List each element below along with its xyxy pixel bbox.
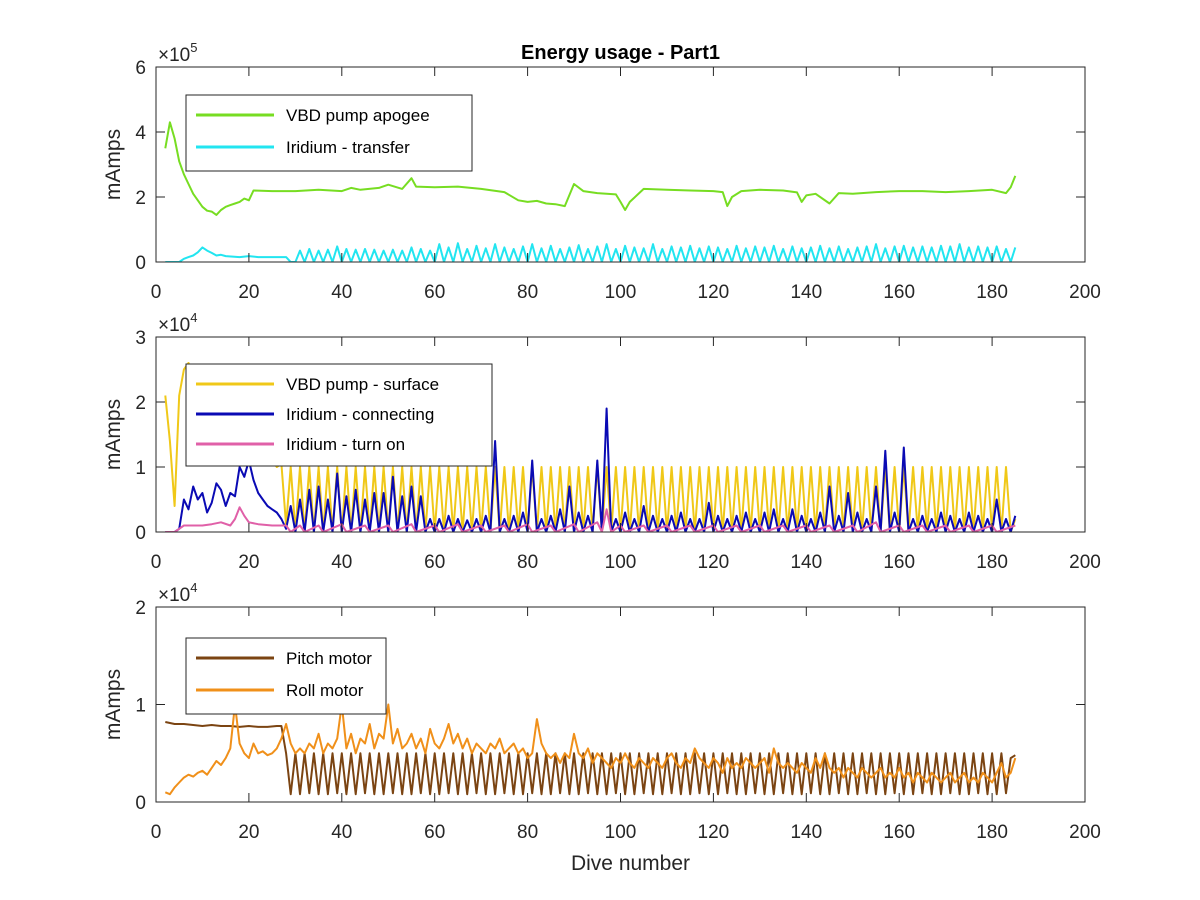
x-tick-label: 80 (517, 282, 538, 303)
x-tick-label: 180 (976, 282, 1008, 303)
legend-box (185, 94, 473, 172)
x-tick-label: 0 (151, 282, 162, 303)
x-tick-label: 180 (976, 822, 1008, 843)
legend: Pitch motor Roll motor (185, 637, 387, 715)
x-tick-label: 120 (698, 552, 730, 573)
y-exponent-label: ×104 (158, 310, 197, 336)
y-axis-label: mAmps (102, 129, 125, 200)
y-tick-label: 0 (135, 253, 146, 274)
x-tick-label: 100 (605, 282, 637, 303)
x-tick-label: 140 (790, 822, 822, 843)
y-tick-label: 2 (135, 188, 146, 209)
x-tick-label: 200 (1069, 552, 1101, 573)
x-tick-label: 100 (605, 822, 637, 843)
legend-label: Iridium - connecting (286, 405, 434, 424)
series-line-1 (164, 121, 1017, 216)
subplot-3: 0 20 40 60 80 100 120 140 160 180 200 0 1 2 ×104 mAmps D… (102, 580, 1101, 875)
series-line-1 (164, 362, 1017, 532)
x-tick-label: 160 (883, 552, 915, 573)
series-lines (164, 703, 1017, 796)
x-tick-label: 60 (424, 552, 445, 573)
x-tick-label: 80 (517, 822, 538, 843)
x-tick-label: 140 (790, 282, 822, 303)
x-tick-label: 120 (698, 282, 730, 303)
series-line-2 (164, 703, 1017, 796)
y-tick-label: 3 (135, 328, 146, 349)
x-tick-label: 40 (331, 552, 352, 573)
x-tick-label: 60 (424, 282, 445, 303)
y-tick-label: 0 (135, 523, 146, 544)
legend-label: Roll motor (286, 681, 364, 700)
y-tick-label: 2 (135, 598, 146, 619)
legend-label: VBD pump - surface (286, 375, 439, 394)
x-axis-label: Dive number (571, 852, 690, 875)
x-tick-label: 20 (238, 282, 259, 303)
legend-label: Iridium - transfer (286, 138, 410, 157)
y-tick-label: 4 (135, 123, 146, 144)
series-line-2 (165, 407, 1017, 532)
y-tick-label: 1 (135, 458, 146, 479)
legend-label: Pitch motor (286, 649, 372, 668)
y-exponent-label: ×104 (158, 580, 197, 606)
x-tick-label: 20 (238, 552, 259, 573)
x-tick-label: 60 (424, 822, 445, 843)
legend-label: Iridium - turn on (286, 435, 405, 454)
y-tick-label: 2 (135, 393, 146, 414)
x-tick-label: 180 (976, 552, 1008, 573)
legend-label: VBD pump apogee (286, 106, 430, 125)
legend-box (185, 363, 493, 467)
legend-box (185, 637, 387, 715)
series-line-3 (165, 506, 1016, 532)
x-tick-label: 20 (238, 822, 259, 843)
x-tick-label: 200 (1069, 822, 1101, 843)
y-exponent-label: ×105 (158, 40, 197, 66)
x-tick-label: 160 (883, 822, 915, 843)
series-lines (164, 362, 1017, 532)
legend: VBD pump apogee Iridium - transfer (185, 94, 473, 172)
y-tick-label: 6 (135, 58, 146, 79)
x-tick-label: 140 (790, 552, 822, 573)
series-lines (164, 121, 1017, 262)
y-tick-label: 1 (135, 696, 146, 717)
y-tick-label: 0 (135, 793, 146, 814)
x-tick-label: 200 (1069, 282, 1101, 303)
x-tick-label: 80 (517, 552, 538, 573)
y-axis-label: mAmps (102, 669, 125, 740)
subplot-1: 0 20 40 60 80 100 120 140 160 180 200 0 2 4 6 ×105 mAmps… (102, 40, 1101, 303)
x-tick-label: 40 (331, 822, 352, 843)
x-tick-label: 0 (151, 822, 162, 843)
subplot-2: 0 20 40 60 80 100 120 140 160 180 200 0 1 2 3 ×104 mAmps… (102, 310, 1101, 573)
x-tick-label: 120 (698, 822, 730, 843)
series-line-2 (165, 242, 1017, 262)
x-tick-label: 0 (151, 552, 162, 573)
y-axis-label: mAmps (102, 399, 125, 470)
x-tick-label: 100 (605, 552, 637, 573)
x-tick-label: 160 (883, 282, 915, 303)
legend: VBD pump - surface Iridium - connecting Ir… (185, 363, 493, 467)
chart-title: Energy usage - Part1 (521, 42, 720, 64)
x-tick-label: 40 (331, 282, 352, 303)
